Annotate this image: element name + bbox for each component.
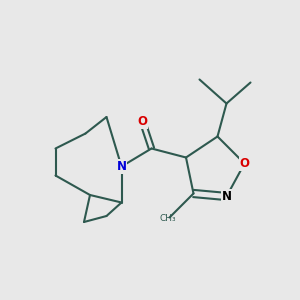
Text: N: N [116,160,127,173]
Text: O: O [239,157,250,170]
Text: CH₃: CH₃ [160,214,176,223]
Text: N: N [221,190,232,203]
Text: O: O [137,115,148,128]
